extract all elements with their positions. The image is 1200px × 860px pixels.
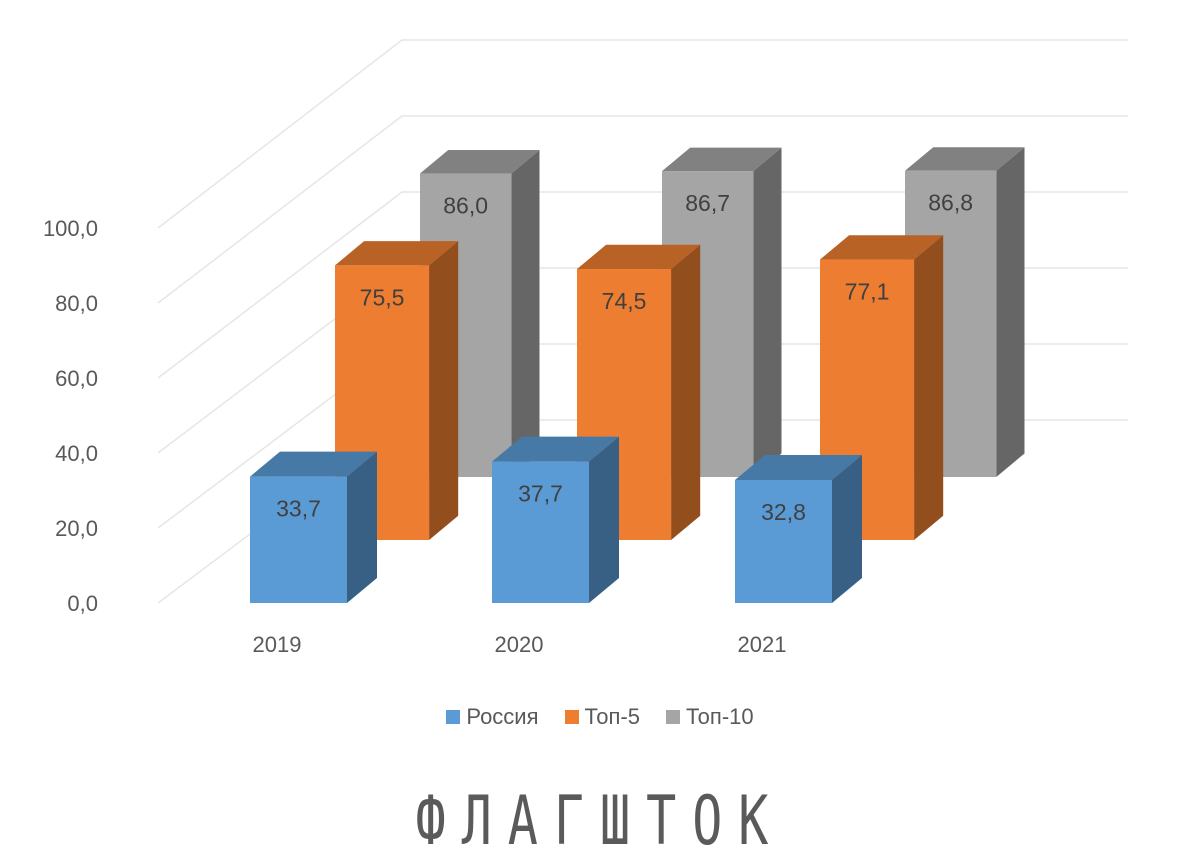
y-tick-label: 80,0 [55,291,98,316]
data-label: 74,5 [602,288,647,314]
data-label: 77,1 [845,279,890,305]
x-tick-label: 2020 [495,632,544,657]
legend-item-top5: Топ-5 [564,704,640,730]
bar-top [662,147,782,172]
bar [735,480,832,603]
y-tick-label: 20,0 [55,516,98,541]
bar [492,461,589,603]
data-label: 37,7 [518,481,563,507]
bar-side [914,235,944,540]
gridline-diagonal [157,39,403,229]
data-label: 86,8 [928,190,973,216]
legend-swatch [564,710,579,724]
y-tick-label: 0,0 [67,591,98,616]
y-tick-label: 40,0 [55,441,98,466]
data-label: 86,0 [443,193,488,219]
legend-item-top10: Топ-10 [665,704,754,730]
y-tick-label: 60,0 [55,366,98,391]
bar-side [429,241,459,540]
legend-swatch [446,710,461,724]
bar-top [577,244,701,270]
legend-label: Топ-10 [685,704,754,729]
legend-swatch [665,710,680,724]
bar-side [832,455,862,603]
bar-side [511,150,540,478]
bar-side [347,451,377,603]
legend: Россия Топ-5 Топ-10 [0,704,1200,730]
gridline-diagonal [157,191,403,379]
legend-item-russia: Россия [446,704,539,730]
bar-side [753,147,782,477]
bar-top [335,241,459,266]
gridline-diagonal [157,115,403,304]
bar-side [671,244,701,540]
bar-top [420,150,540,174]
bar-top [492,436,619,462]
bar [250,476,347,603]
bar-top [250,451,377,477]
flagshtok-logo: ФЛАГШТОК [415,782,785,860]
data-label: 75,5 [360,284,405,310]
data-label: 33,7 [276,496,321,522]
chart-canvas: 0,0 20,0 40,0 60,0 80,0 100,0 86,0 86,7 86,8 75,5… [43,39,1128,657]
bar-side [589,436,619,603]
y-tick-label: 100,0 [43,216,98,241]
x-tick-label: 2019 [253,632,302,657]
bar-top [905,147,1025,171]
bar-top [820,235,944,260]
legend-label: Россия [466,704,539,729]
legend-label: Топ-5 [584,704,640,729]
x-tick-label: 2021 [738,632,787,657]
data-label: 86,7 [685,190,730,216]
data-label: 32,8 [761,499,806,525]
bar-side [996,147,1025,478]
bar-top [735,455,862,480]
